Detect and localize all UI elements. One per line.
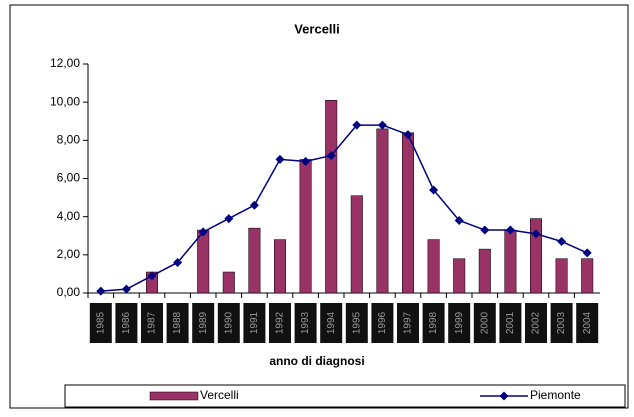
x-tick-label: 1988 xyxy=(172,311,183,334)
x-tick-label: 2003 xyxy=(556,311,567,334)
x-tick-label: 2000 xyxy=(479,311,490,334)
legend xyxy=(64,384,626,408)
legend-marker xyxy=(499,391,509,401)
bar xyxy=(555,258,568,294)
x-tick-box xyxy=(115,303,138,343)
x-tick-box xyxy=(243,303,266,343)
x-tick-box xyxy=(499,303,522,343)
bar xyxy=(325,100,338,294)
x-tick-box xyxy=(294,303,317,343)
line-marker xyxy=(352,120,362,130)
x-tick-label: 1985 xyxy=(95,311,106,334)
line-marker xyxy=(531,229,541,239)
line-marker xyxy=(429,185,439,195)
y-tick-label: 0,00 xyxy=(57,285,81,299)
legend-label: Vercelli xyxy=(200,388,239,402)
x-tick-box xyxy=(576,303,599,343)
line-marker xyxy=(121,284,131,294)
y-tick-label: 12,00 xyxy=(50,56,80,70)
x-tick-label: 1998 xyxy=(428,311,439,334)
bar xyxy=(222,271,235,294)
line-marker xyxy=(275,154,285,164)
x-tick-label: 1987 xyxy=(147,311,158,334)
x-tick-box xyxy=(320,303,343,343)
line-marker xyxy=(198,227,208,237)
bar xyxy=(401,132,415,294)
line-marker xyxy=(301,156,311,166)
bar xyxy=(350,195,363,294)
y-tick-label: 6,00 xyxy=(57,171,81,185)
x-tick-label: 1996 xyxy=(377,311,388,334)
y-tick-label: 8,00 xyxy=(57,133,81,147)
x-tick-box xyxy=(217,303,240,343)
x-tick-label: 2001 xyxy=(505,311,516,334)
x-tick-box xyxy=(550,303,573,343)
x-tick-box xyxy=(525,303,547,343)
x-axis-title: anno di diagnosi xyxy=(269,354,364,368)
y-tick-label: 4,00 xyxy=(57,209,81,223)
bar xyxy=(453,258,466,294)
x-tick-box xyxy=(192,303,215,343)
line-marker xyxy=(173,257,183,267)
x-tick-label: 2002 xyxy=(531,311,542,334)
line-marker xyxy=(454,215,464,225)
x-tick-label: 1989 xyxy=(198,311,209,334)
line-marker xyxy=(224,214,234,224)
bar xyxy=(478,248,491,294)
legend-label: Piemonte xyxy=(530,388,581,402)
x-tick-box xyxy=(89,303,112,343)
bar xyxy=(529,218,543,294)
x-tick-label: 1993 xyxy=(300,311,311,334)
x-tick-label: 1994 xyxy=(326,311,337,334)
x-tick-box xyxy=(345,303,368,343)
bar xyxy=(273,239,287,294)
line-marker xyxy=(96,286,106,296)
line-marker xyxy=(505,225,515,235)
x-tick-label: 1990 xyxy=(223,311,234,334)
x-tick-box xyxy=(269,303,291,343)
x-tick-box xyxy=(397,303,419,343)
x-tick-box xyxy=(448,303,471,343)
line-marker xyxy=(377,120,387,130)
y-tick-label: 2,00 xyxy=(57,247,81,261)
bar xyxy=(427,239,440,294)
bar xyxy=(504,229,517,294)
x-tick-box xyxy=(422,303,445,343)
x-tick-label: 1992 xyxy=(275,311,286,334)
bar xyxy=(376,128,389,294)
x-tick-box xyxy=(371,303,394,343)
line-marker xyxy=(480,225,490,235)
y-tick-label: 10,00 xyxy=(50,94,80,108)
x-tick-box xyxy=(141,303,163,343)
bar xyxy=(299,159,312,294)
line-marker xyxy=(326,151,336,161)
x-tick-label: 1991 xyxy=(249,311,260,334)
x-tick-label: 1986 xyxy=(121,311,132,334)
x-tick-label: 1995 xyxy=(351,311,362,334)
x-tick-label: 1999 xyxy=(454,311,465,334)
bar xyxy=(248,227,261,294)
line-marker xyxy=(582,248,592,258)
x-tick-box xyxy=(473,303,496,343)
x-tick-label: 2004 xyxy=(582,311,593,334)
bar xyxy=(581,258,594,294)
legend-swatch xyxy=(149,391,199,401)
line-marker xyxy=(557,236,567,246)
line-marker xyxy=(249,200,259,210)
bar xyxy=(197,229,210,294)
line-marker xyxy=(147,271,157,281)
x-tick-label: 1997 xyxy=(403,311,414,334)
chart-title: Vercelli xyxy=(294,21,340,36)
line-marker xyxy=(403,130,413,140)
x-tick-box xyxy=(166,303,189,343)
chart-frame xyxy=(9,4,629,409)
